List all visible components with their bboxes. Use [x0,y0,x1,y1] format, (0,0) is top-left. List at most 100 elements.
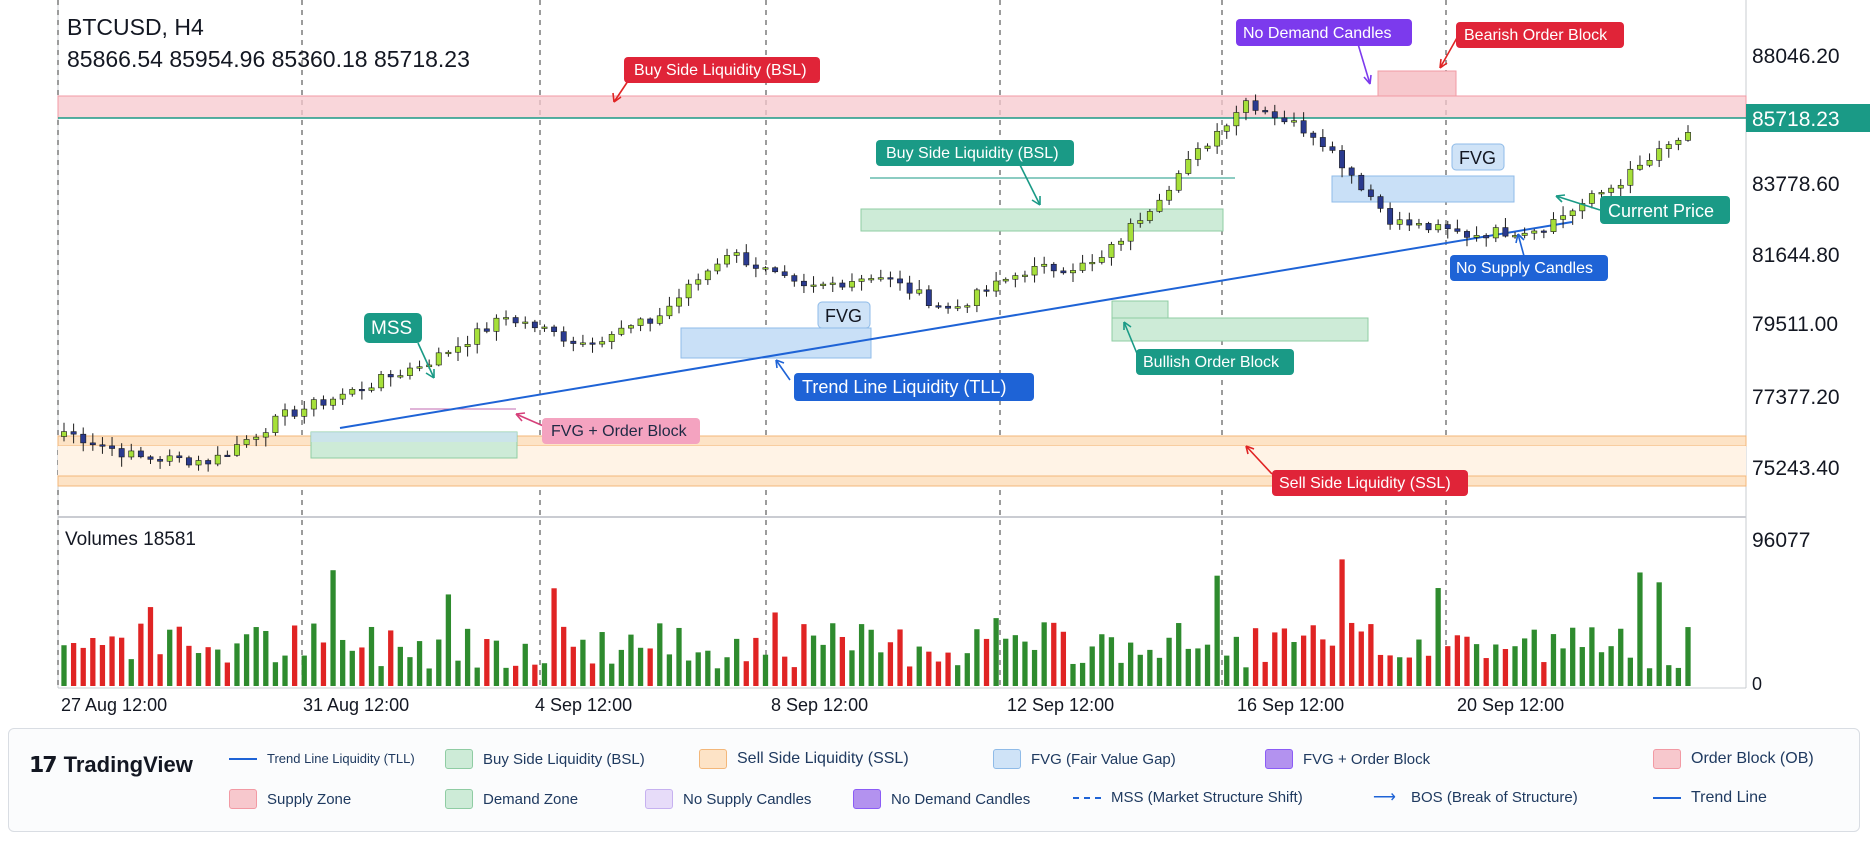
candle-body [1022,274,1028,277]
bsl-top-label-bg [624,57,820,83]
price-tick: 88046.20 [1752,45,1840,68]
candle-body [1281,117,1288,123]
candle-body [647,318,654,324]
volume-bar [1176,623,1182,686]
volume-bar [484,639,490,686]
volume-bar [887,642,894,686]
legend-item-fvg-ob: FVG + Order Block [1265,749,1430,769]
no-supply-arrow [1517,233,1525,257]
volume-bar [1012,635,1018,686]
volume-label: Volumes 18581 [65,529,196,550]
candle-body [1540,230,1547,233]
legend-label: MSS (Market Structure Shift) [1111,789,1303,806]
legend-label: Buy Side Liquidity (BSL) [483,750,645,768]
volume-bar [1243,667,1249,686]
candle-body [1665,144,1672,149]
candle-body [61,431,67,437]
candle-body [1146,211,1153,221]
volume-bar [791,667,797,686]
volume-bar [926,651,932,686]
time-tick: 20 Sep 12:00 [1457,695,1564,715]
volume-bar [1310,625,1316,686]
volume-bar [513,665,519,686]
tradingview-mark-icon: 𝟭𝟳 [29,752,58,777]
candle-body [262,432,269,438]
candle-body [1118,240,1124,245]
candle-body [1454,228,1461,232]
volume-bar [570,646,576,686]
volume-bar [1041,622,1047,686]
current-price-arrow [1555,195,1601,211]
candle-body [99,444,106,447]
volume-bar [695,652,701,686]
volume-bar [445,594,452,686]
candle-body [157,459,164,462]
tradingview-logo: 𝟭𝟳 TradingView [29,752,193,778]
volume-bar [580,639,586,686]
bullish-ob-arrow [1123,321,1139,357]
candle-body [743,252,750,266]
volume-bar [628,634,634,686]
candle-body [1531,230,1538,234]
annotation-labels: Buy Side Liquidity (BSL) Buy Side Liquid… [364,19,1730,496]
candle-body [406,367,413,376]
candle-body [1252,100,1259,111]
volume-bar [705,650,711,686]
candle-body [1588,193,1595,204]
candle-body [1002,278,1009,282]
mss-label: MSS [371,318,412,339]
volume-bar [119,637,125,686]
legend-label: FVG + Order Block [1303,750,1431,768]
volume-bar [897,629,903,686]
fvg-ob-zone [311,432,517,442]
volume-bar [147,607,154,686]
candle-body [1194,148,1201,160]
volume-bar [685,660,692,686]
volume-bar [1435,588,1441,686]
candle-body [1185,159,1192,174]
volume-bar [1521,638,1528,686]
candle-body [839,282,846,288]
candle-body [849,281,855,288]
no-supply-label: No Supply Candles [1456,260,1593,277]
dashed-line-swatch-icon [1073,796,1101,799]
candle-body [589,342,596,345]
candle-body [80,433,87,444]
legend-label: Order Block (OB) [1691,750,1814,767]
no-demand-arrow [1357,43,1371,85]
candle-body [800,280,807,287]
volume-bar [1156,657,1163,686]
candle-body [560,331,567,342]
chart: BTCUSD, H4 85866.54 85954.96 85360.18 85… [57,0,1870,715]
legend-item-ssl: Sell Side Liquidity (SSL) [699,749,909,769]
candle-body [1685,132,1691,141]
volume-bar [1627,657,1633,686]
candle-body [551,326,558,332]
candle-body [1569,210,1576,216]
candle-body [483,328,490,332]
volume-bar [503,667,509,686]
volume-bar [820,644,826,686]
volume-bar [407,657,413,686]
legend-label: Demand Zone [483,790,579,808]
time-axis: 27 Aug 12:00 31 Aug 12:00 4 Sep 12:00 8 … [61,695,1564,715]
candle-body [1637,164,1643,170]
volume-bar [1291,642,1297,686]
volume-bar [1214,575,1220,686]
candle-body [945,305,952,309]
volume-bar [1550,634,1557,686]
fvg-zone-left [680,327,872,359]
legend-item-tll: Trend Line Liquidity (TLL) [229,751,415,766]
candle-body [983,289,990,292]
fvg-swatch-icon [993,749,1021,769]
legend-label: Supply Zone [267,790,352,808]
volume-bar [493,640,500,686]
legend-item-no-demand: No Demand Candles [853,789,1030,809]
candle-body [877,277,884,280]
volume-bar [1166,637,1172,686]
legend-label: Trend Line [1691,789,1767,806]
volume-bar [340,639,346,686]
candle-body [1598,192,1605,195]
volume-bar [1541,662,1547,686]
ssl-label: Sell Side Liquidity (SSL) [1279,475,1451,492]
